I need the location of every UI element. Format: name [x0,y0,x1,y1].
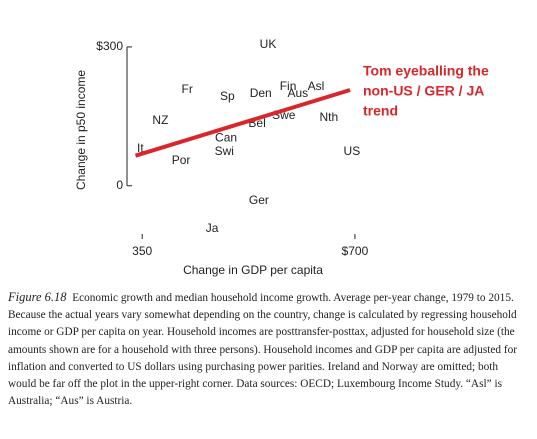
country-point: Swi [215,144,234,158]
x-tick-label: $700 [342,244,369,258]
country-point: Aus [287,86,308,100]
x-tick-label: 350 [132,244,152,258]
annotation: trend [363,103,398,119]
x-axis-label: Change in GDP per capita [183,263,323,277]
country-point: UK [260,37,277,51]
country-point: Can [215,131,237,145]
country-point: Nth [319,110,338,124]
y-tick-label: $300 [96,39,123,53]
country-point: US [344,144,361,158]
country-point: Por [172,153,191,167]
caption: Figure 6.18 Economic growth and median h… [8,289,524,410]
country-point: It [137,141,144,155]
country-point: Ja [206,221,219,235]
y-tick-label: 0 [116,178,123,192]
trend-line [134,88,351,158]
caption-label: Figure 6.18 [8,290,67,304]
country-point: Den [250,86,272,100]
country-point: Ger [249,193,269,207]
country-point: Fin [280,79,297,93]
y-axis-label: Change in p50 income [74,70,88,190]
annotation: non-US / GER / JA [363,83,484,99]
country-point: Asl [308,79,325,93]
annotation: Tom eyeballing the [363,63,489,79]
chart: Change in GDP per capita Change in p50 i… [74,37,489,277]
country-point: Sp [220,89,235,103]
caption-text: Economic growth and median household inc… [8,292,518,408]
country-point: NZ [152,113,168,127]
country-point: Fr [182,82,193,96]
